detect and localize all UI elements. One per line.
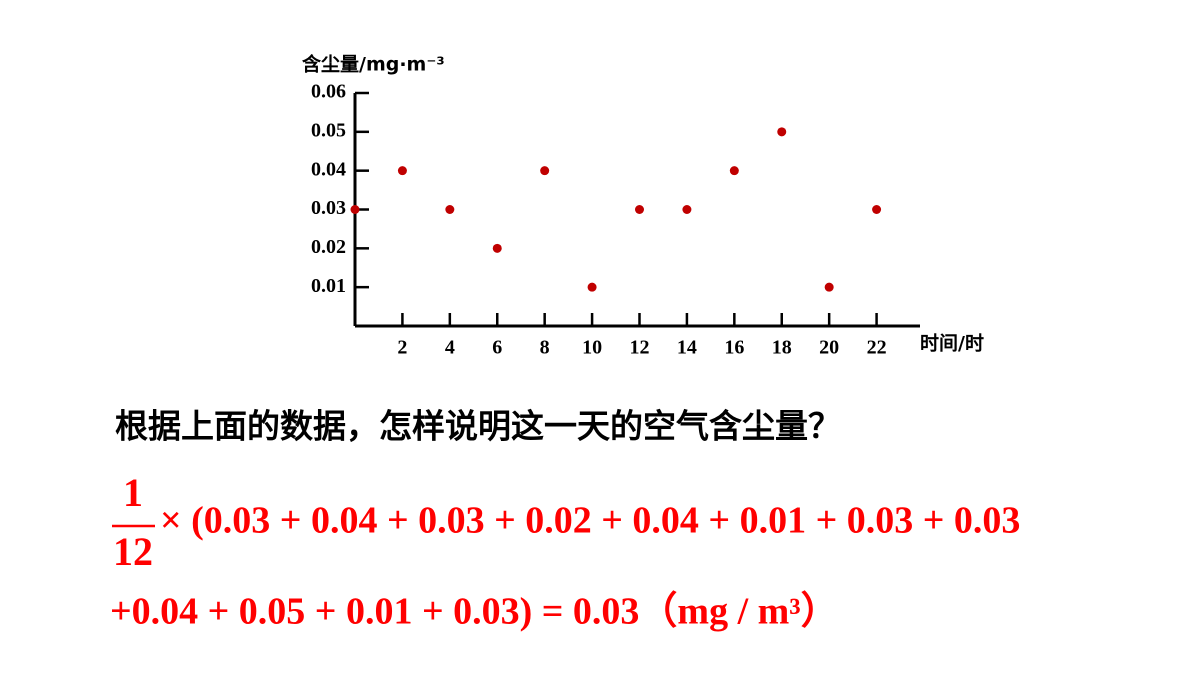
point	[492, 243, 502, 253]
y-tick-label: 0.02	[311, 236, 346, 258]
x-tick-label: 8	[540, 337, 550, 359]
point	[587, 282, 597, 292]
x-tick-label: 18	[772, 337, 792, 359]
point	[540, 166, 550, 176]
point	[682, 205, 692, 214]
y-tick-label: 0.06	[311, 81, 346, 103]
x-tick-label: 12	[630, 337, 650, 359]
y-axis-label: 含尘量/mg·m⁻³	[302, 53, 445, 76]
y-tick-label: 0.04	[311, 158, 346, 180]
x-axis-label: 时间/时	[920, 333, 984, 355]
point	[635, 205, 644, 214]
x-tick-label: 14	[677, 337, 697, 359]
point	[824, 282, 834, 292]
point	[350, 205, 360, 214]
question: 根据上面的数据，怎样说明这一天的空气含尘量？	[115, 407, 841, 446]
x-tick-label: 6	[492, 337, 502, 359]
y-tick-label: 0.03	[311, 197, 346, 219]
y-tick-label: 0.05	[311, 119, 346, 141]
y-tick-label: 0.01	[311, 275, 346, 297]
x-tick-label: 16	[724, 337, 744, 359]
x-tick-label: 22	[867, 337, 887, 359]
point	[872, 205, 882, 214]
x-tick-label: 4	[445, 337, 455, 359]
x-tick-label: 20	[819, 337, 839, 359]
point	[445, 205, 455, 214]
point	[777, 127, 787, 137]
x-tick-label: 10	[582, 337, 602, 359]
point	[729, 166, 739, 176]
fraction-numerator: 1	[123, 470, 143, 515]
formula-line: × (0.03 + 0.04 + 0.03 + 0.02 + 0.04 + 0.…	[160, 500, 1020, 542]
x-tick-label: 2	[397, 337, 407, 359]
formula-line: +0.04 + 0.05 + 0.01 + 0.03) = 0.03（mg / …	[110, 591, 839, 633]
point	[397, 166, 407, 176]
fraction-denominator: 12	[113, 529, 153, 574]
